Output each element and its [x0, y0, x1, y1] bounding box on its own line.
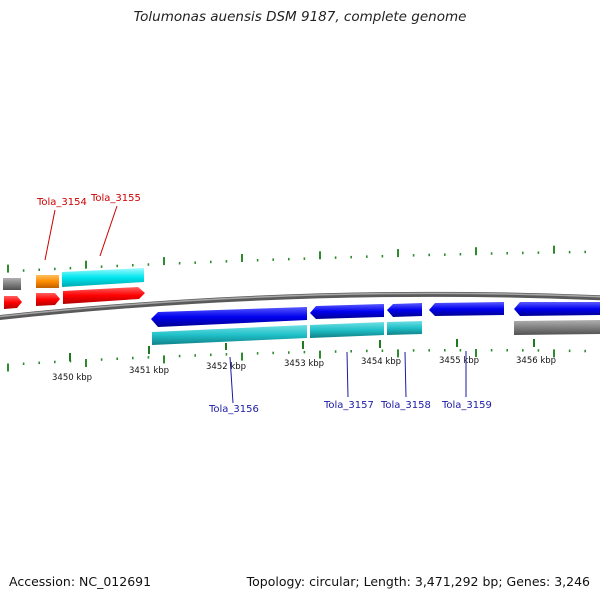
leader-tola-3157	[346, 351, 349, 398]
accession-text: Accession: NC_012691	[9, 574, 152, 589]
cds-blue-tola-3159	[429, 302, 504, 316]
gc-ticks-bottom	[7, 349, 587, 372]
leader-tola-3156	[229, 356, 234, 404]
scale-ticks	[69, 339, 535, 361]
leader-tola-3158	[404, 351, 407, 398]
gene-teal-tola-3156	[152, 325, 307, 345]
gene-teal-tola-3158	[387, 321, 422, 335]
cds-red-left	[4, 296, 22, 309]
leader-tola-3154	[44, 209, 56, 261]
gc-ticks-top	[7, 245, 587, 273]
feature-grey-right	[514, 320, 600, 335]
tick-label-3452: 3452 kbp	[206, 362, 246, 372]
cds-red-tola-3154	[36, 293, 60, 306]
cds-blue-tola-3158	[387, 303, 422, 317]
feature-grey-outer	[3, 278, 21, 290]
gene-label-tola-3156[interactable]: Tola_3156	[208, 404, 259, 415]
feature-orange-tola-3154	[36, 275, 59, 288]
genome-backbone-highlight	[0, 292, 600, 318]
tick-label-3450: 3450 kbp	[52, 373, 92, 383]
cds-blue-right	[514, 302, 600, 316]
cds-blue-tola-3157	[310, 304, 384, 319]
gene-label-tola-3154[interactable]: Tola_3154	[36, 197, 87, 208]
feature-cyan-tola-3155	[62, 268, 144, 287]
tick-label-3454: 3454 kbp	[361, 357, 401, 367]
gene-label-tola-3158[interactable]: Tola_3158	[380, 400, 431, 411]
gene-label-tola-3155[interactable]: Tola_3155	[90, 193, 141, 204]
map-title: Tolumonas auensis DSM 9187, complete gen…	[133, 9, 467, 25]
cds-blue-tola-3156	[151, 307, 307, 327]
leader-tola-3155	[99, 205, 118, 257]
genome-summary-text: Topology: circular; Length: 3,471,292 bp…	[246, 574, 590, 589]
gene-teal-tola-3157	[310, 322, 384, 338]
tick-label-3453: 3453 kbp	[284, 359, 324, 369]
tick-label-3451: 3451 kbp	[129, 366, 169, 376]
gene-label-tola-3159[interactable]: Tola_3159	[441, 400, 492, 411]
gene-label-tola-3157[interactable]: Tola_3157	[323, 400, 374, 411]
genome-backbone	[0, 291, 600, 320]
cds-red-tola-3155	[63, 287, 145, 304]
tick-label-3455: 3455 kbp	[439, 356, 479, 366]
tick-label-3456: 3456 kbp	[516, 356, 556, 366]
